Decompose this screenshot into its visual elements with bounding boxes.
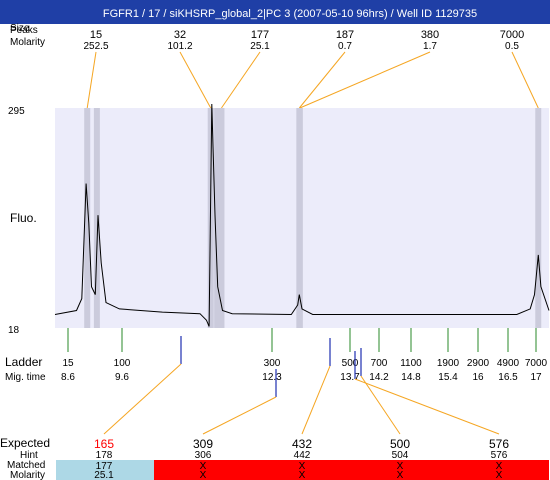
ladder-migtime: 8.6 — [61, 372, 75, 383]
expected-size: 576 — [489, 437, 509, 451]
ladder-migtime: 14.8 — [401, 372, 421, 383]
matched-molarity: X — [397, 470, 404, 480]
expected-table: 16517817725.1309306XX432442XX500504XX576… — [56, 437, 549, 480]
peak-size-label: 177 — [251, 29, 269, 41]
peak-band — [214, 108, 221, 328]
matched-size: X — [397, 461, 404, 472]
matched-size: 177 — [96, 461, 113, 472]
header-size-label: Size — [10, 23, 30, 34]
peak-connector — [511, 51, 539, 109]
matched-molarity: 25.1 — [94, 470, 114, 480]
expected-connectors — [103, 336, 500, 435]
hint-size: 576 — [491, 450, 508, 461]
peak-size-label: 32 — [174, 29, 186, 41]
peak-connector — [179, 51, 212, 109]
expected-label: Expected — [0, 436, 50, 450]
matched-size: X — [496, 461, 503, 472]
expected-connector — [301, 365, 331, 435]
peak-size-label: 15 — [90, 29, 102, 41]
hint-size: 504 — [392, 450, 409, 461]
expected-status-cell — [451, 460, 549, 480]
peak-molarity-label: 25.1 — [250, 41, 270, 52]
peak-connector — [299, 51, 431, 109]
expected-connector — [354, 378, 500, 435]
ladder-size: 1900 — [437, 358, 460, 369]
expected-connector — [202, 396, 277, 435]
header-title: FGFR1 / 17 / siKHSRP_global_2|PC 3 (2007… — [103, 8, 477, 20]
y-tick-min: 18 — [8, 325, 20, 336]
ladder-size: 2900 — [467, 358, 490, 369]
expected-connector — [360, 375, 401, 435]
ladder-migtime: 14.2 — [369, 372, 389, 383]
peak-size-label: 187 — [336, 29, 354, 41]
ladder-size: 15 — [62, 358, 74, 369]
ladder-migtime: 13.7 — [340, 372, 360, 383]
hint-label: Hint — [20, 450, 38, 461]
peak-molarity-label: 1.7 — [423, 41, 437, 52]
ladder-size: 100 — [114, 358, 131, 369]
peak-band — [218, 108, 225, 328]
y-tick-max: 295 — [8, 106, 25, 117]
ladder-migtime: 16.5 — [498, 372, 518, 383]
ladder-size: 7000 — [525, 358, 548, 369]
expected-status-cell — [352, 460, 451, 480]
peak-connector — [86, 51, 97, 109]
matched-size: X — [200, 461, 207, 472]
header-bar — [0, 0, 550, 24]
expected-size: 500 — [390, 437, 410, 451]
expected-status-cell — [154, 460, 253, 480]
expected-size: 432 — [292, 437, 312, 451]
matched-molarity: X — [496, 470, 503, 480]
peak-band — [93, 108, 100, 328]
matched-molarity: X — [299, 470, 306, 480]
expected-status-cell — [56, 460, 154, 480]
ladder-label: Ladder — [5, 355, 42, 369]
ladder-migtime: 17 — [530, 372, 542, 383]
ladder-migtime: 12.3 — [262, 372, 282, 383]
peak-size-label: 380 — [421, 29, 439, 41]
peak-band — [535, 108, 542, 328]
molarity-row-label: Molarity — [10, 470, 45, 480]
peak-band — [296, 108, 303, 328]
ladder-size: 4900 — [497, 358, 520, 369]
matched-label: Matched — [7, 460, 45, 471]
peak-molarity-label: 0.5 — [505, 41, 519, 52]
peak-size-label: 7000 — [500, 29, 524, 41]
ladder-size: 500 — [342, 358, 359, 369]
fluorescence-trace — [54, 103, 550, 327]
expected-status-cell — [253, 460, 352, 480]
peak-molarity-label: 252.5 — [83, 41, 108, 52]
hint-size: 178 — [96, 450, 113, 461]
expected-size: 165 — [94, 437, 114, 451]
peak-molarity-label: 0.7 — [338, 41, 352, 52]
hint-size: 306 — [195, 450, 212, 461]
ladder-size: 300 — [264, 358, 281, 369]
matched-molarity: X — [200, 470, 207, 480]
expected-connector — [103, 363, 182, 435]
ladder-migtime: 16 — [472, 372, 484, 383]
peak-molarity-label: 101.2 — [167, 41, 192, 52]
hint-size: 442 — [294, 450, 311, 461]
header-molarity-label: Molarity — [10, 37, 45, 48]
ladder-markers: 15 8.6 100 9.6 300 12.3 500 13.7 700 14.2 1100 14.8… — [61, 328, 548, 383]
ladder-size: 1100 — [400, 358, 422, 369]
migtime-label: Mig. time — [5, 372, 46, 383]
peak-connector — [298, 51, 346, 109]
ladder-migtime: 15.4 — [438, 372, 458, 383]
header-peaks-label: Peaks — [10, 25, 38, 36]
peak-connector — [221, 51, 261, 109]
ladder-size: 700 — [371, 358, 388, 369]
peak-band — [84, 108, 91, 328]
expected-size: 309 — [193, 437, 213, 451]
ladder-migtime: 9.6 — [115, 372, 129, 383]
y-axis-label: Fluo. — [10, 211, 37, 225]
matched-size: X — [299, 461, 306, 472]
